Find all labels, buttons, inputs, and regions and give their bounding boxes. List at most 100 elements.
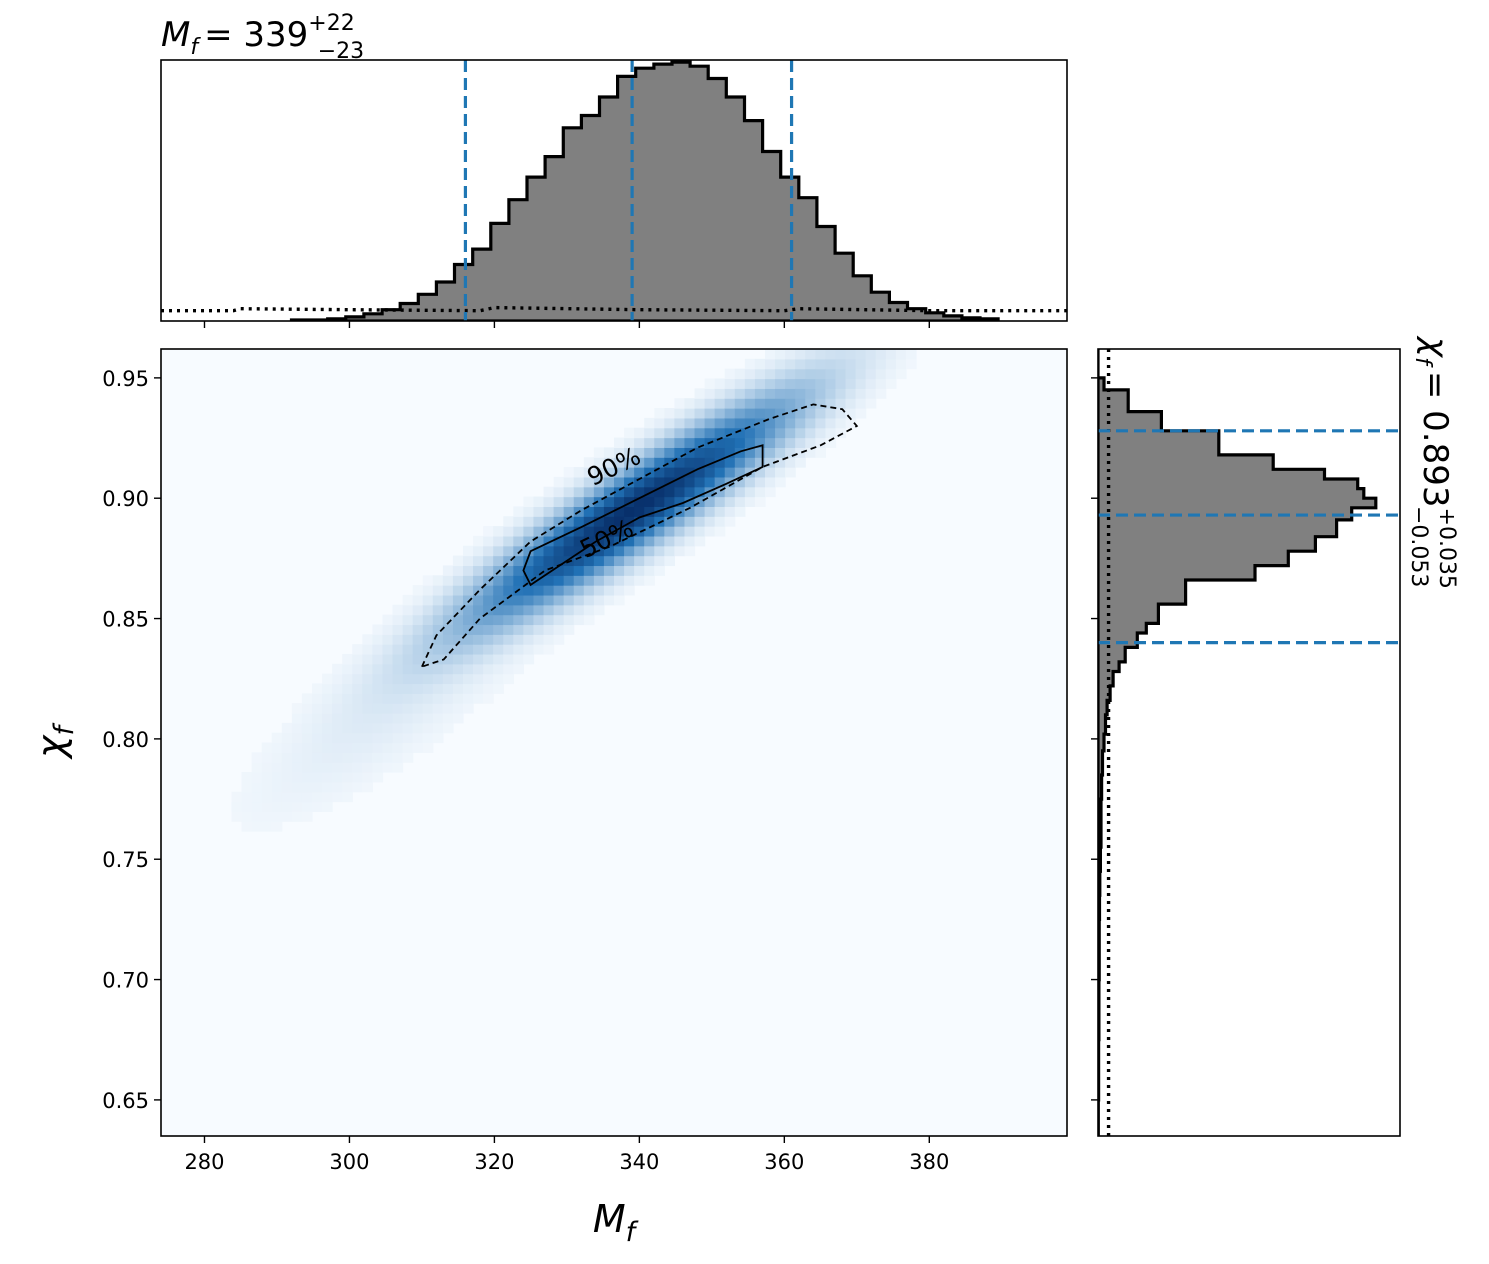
heatmap-cell xyxy=(734,427,746,439)
heatmap-cell xyxy=(674,526,686,537)
heatmap-cell xyxy=(523,594,535,606)
heatmap-cell xyxy=(322,772,333,783)
heatmap-cell xyxy=(261,791,273,803)
heatmap-cell xyxy=(775,388,786,399)
heatmap-cell xyxy=(412,693,424,704)
heatmap-cell xyxy=(372,742,384,753)
heatmap-cell xyxy=(483,594,494,606)
heatmap-cell xyxy=(473,575,484,586)
heatmap-cell xyxy=(603,535,615,547)
heatmap-cell xyxy=(805,398,816,409)
heatmap-cell xyxy=(312,742,323,753)
heatmap-cell xyxy=(845,378,857,389)
heatmap-cell xyxy=(664,417,675,429)
heatmap-cell xyxy=(583,467,595,478)
heatmap-cell xyxy=(372,772,384,783)
heatmap-cell xyxy=(805,349,816,360)
heatmap-cell xyxy=(513,545,524,557)
heatmap-cell xyxy=(322,712,333,724)
heatmap-cell xyxy=(624,585,635,596)
heatmap-cell xyxy=(553,496,565,507)
heatmap-cell xyxy=(332,762,343,773)
heatmap-cell xyxy=(301,752,313,763)
heatmap-cell xyxy=(463,634,474,645)
heatmap-cell xyxy=(644,575,655,586)
heatmap-cell xyxy=(775,417,786,429)
heatmap-cell xyxy=(412,653,424,665)
heatmap-cell xyxy=(624,555,635,567)
heatmap-cell xyxy=(301,703,313,714)
heatmap-cell xyxy=(875,358,887,370)
heatmap-cell xyxy=(422,732,434,744)
heatmap-cell xyxy=(543,604,555,616)
heatmap-cell xyxy=(634,486,645,498)
heatmap-cell xyxy=(422,703,434,714)
heatmap-cell xyxy=(352,673,363,685)
heatmap-cell xyxy=(332,722,343,734)
y-tick-label: 0.80 xyxy=(102,728,149,752)
heatmap-cell xyxy=(402,732,414,744)
heatmap-cell xyxy=(865,398,877,409)
heatmap-cell xyxy=(754,476,766,488)
heatmap-cell xyxy=(805,427,816,439)
heatmap-cell xyxy=(463,693,474,704)
heatmap-cell xyxy=(895,349,907,360)
heatmap-cell xyxy=(473,663,484,675)
right-title-value: = 0.893 xyxy=(1415,371,1455,508)
heatmap-cell xyxy=(412,614,424,626)
heatmap-cell xyxy=(463,653,474,665)
heatmap-cell xyxy=(432,732,444,744)
heatmap-cell xyxy=(563,467,575,478)
heatmap-cell xyxy=(754,427,766,439)
heatmap-cell xyxy=(694,457,706,468)
top-title-sub: f xyxy=(190,35,201,60)
heatmap-cell xyxy=(432,712,444,724)
heatmap-cell xyxy=(442,712,454,724)
heatmap-cell xyxy=(231,791,243,803)
heatmap-cell xyxy=(603,476,615,488)
heatmap-cell xyxy=(583,594,595,606)
heatmap-cell xyxy=(402,742,414,753)
heatmap-cell xyxy=(664,555,675,567)
heatmap-cell xyxy=(422,722,434,734)
heatmap-cell xyxy=(503,634,514,645)
heatmap-cell xyxy=(714,408,726,419)
heatmap-cell xyxy=(281,762,293,773)
x-tick-label: 380 xyxy=(909,1150,949,1174)
heatmap-cell xyxy=(644,457,655,468)
heatmap-cell xyxy=(684,457,696,468)
heatmap-cell xyxy=(553,545,565,557)
heatmap-cell xyxy=(251,752,263,763)
heatmap-cell xyxy=(704,427,716,439)
heatmap-cell xyxy=(674,467,686,478)
y-tick-label: 0.70 xyxy=(102,969,149,993)
heatmap-cell xyxy=(754,447,766,458)
heatmap-cell xyxy=(724,408,736,419)
heatmap-cell xyxy=(754,457,766,468)
right-marginal-plot-area xyxy=(1098,349,1400,1136)
heatmap-cell xyxy=(442,693,454,704)
heatmap-cell xyxy=(543,575,555,586)
heatmap-cell xyxy=(372,634,384,645)
heatmap-cell xyxy=(593,565,605,576)
heatmap-cell xyxy=(674,457,686,468)
heatmap-cell xyxy=(442,594,454,606)
heatmap-cell xyxy=(543,565,555,576)
heatmap-cell xyxy=(724,486,736,498)
heatmap-cell xyxy=(704,417,716,429)
heatmap-cell xyxy=(845,368,857,380)
heatmap-cell xyxy=(684,516,696,527)
heatmap-cell xyxy=(312,762,323,773)
heatmap-cell xyxy=(674,437,686,448)
heatmap-cell xyxy=(583,506,595,517)
heatmap-cell xyxy=(744,486,756,498)
heatmap-cell xyxy=(744,408,756,419)
heatmap-cell xyxy=(845,398,857,409)
heatmap-cell xyxy=(795,408,806,419)
heatmap-cell xyxy=(734,437,746,448)
heatmap-cell xyxy=(493,535,504,547)
heatmap-cell xyxy=(754,368,766,380)
heatmap-cell xyxy=(493,604,504,616)
heatmap-cell xyxy=(573,604,585,616)
heatmap-cell xyxy=(261,781,273,793)
